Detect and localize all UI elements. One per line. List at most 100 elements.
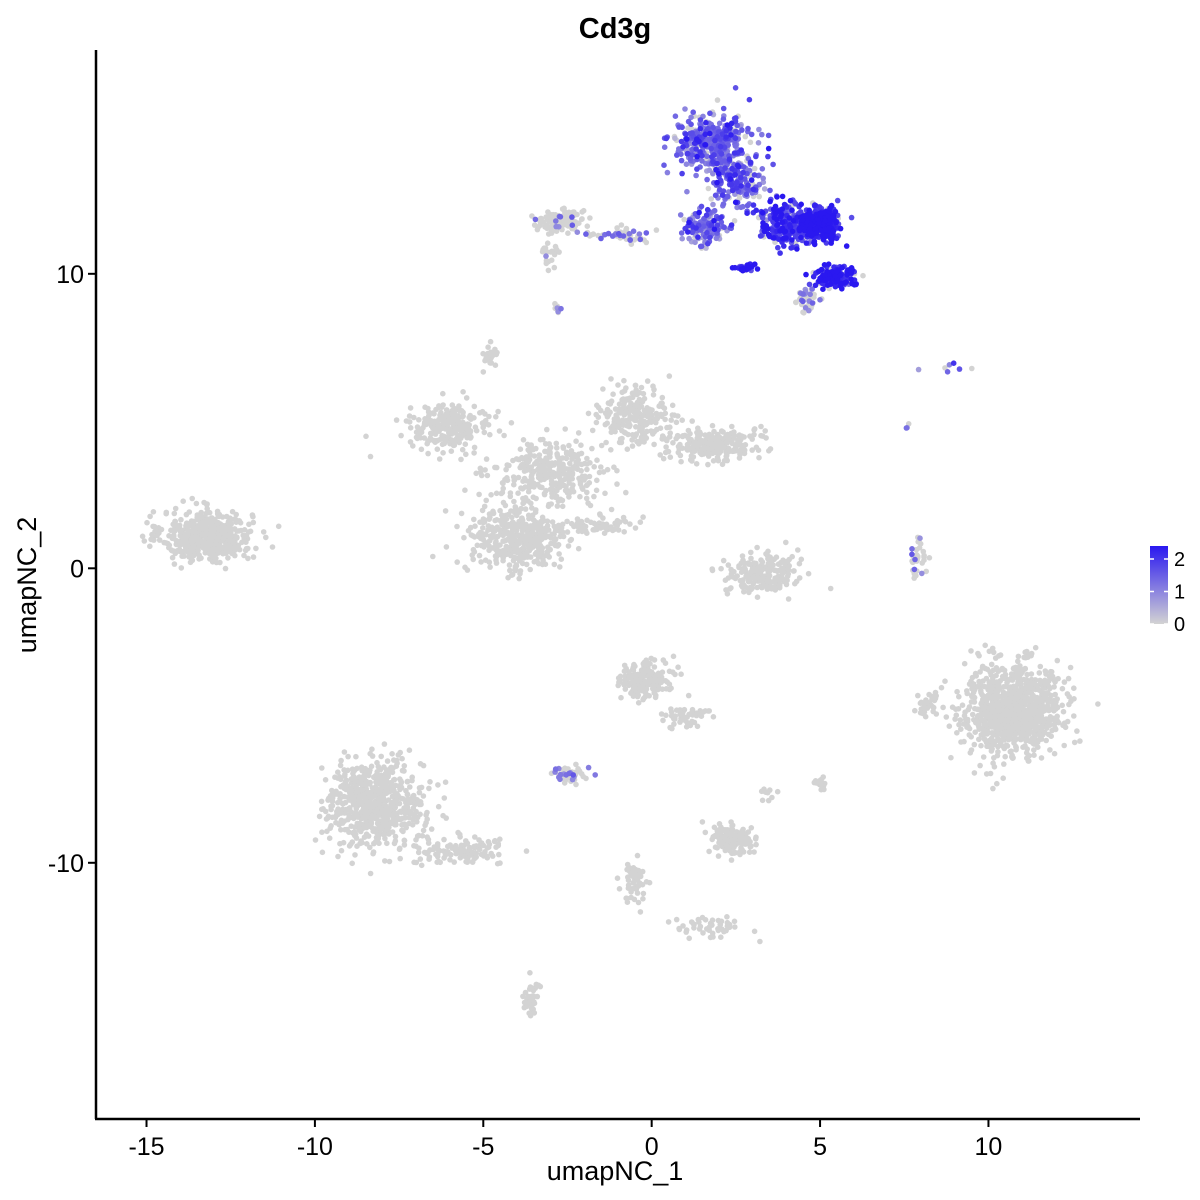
data-point (694, 723, 701, 730)
data-point (369, 825, 376, 831)
data-point (1003, 729, 1010, 736)
data-point (478, 851, 485, 858)
data-point (338, 847, 345, 854)
data-points (139, 85, 1101, 1019)
data-point (526, 515, 532, 522)
data-point (578, 771, 585, 777)
data-point (598, 407, 604, 414)
data-point (510, 519, 516, 526)
data-point (1004, 743, 1011, 749)
data-point (402, 815, 408, 821)
data-point (343, 806, 349, 813)
data-point (386, 784, 392, 791)
data-point (723, 433, 729, 440)
data-point (593, 411, 599, 418)
data-point (414, 424, 421, 430)
data-point (506, 462, 512, 469)
data-point (1077, 738, 1083, 744)
data-point (367, 870, 374, 877)
data-point (166, 533, 172, 539)
data-point (705, 708, 712, 714)
data-point (619, 417, 626, 424)
data-point (423, 812, 429, 818)
data-point (325, 797, 331, 803)
data-point (361, 814, 367, 820)
data-point (575, 430, 582, 436)
data-point (639, 412, 646, 419)
data-point (978, 742, 984, 749)
data-point (954, 688, 960, 695)
data-point (554, 503, 561, 509)
data-point (546, 441, 552, 447)
data-point (653, 426, 660, 433)
data-point (719, 826, 726, 833)
data-point (459, 446, 466, 453)
data-point (476, 491, 482, 498)
data-point (566, 494, 572, 500)
data-point (754, 544, 760, 551)
data-point (612, 428, 618, 435)
data-point (736, 563, 742, 569)
data-point (561, 208, 568, 215)
data-point (689, 418, 695, 424)
data-point (720, 557, 727, 564)
data-point (989, 645, 996, 652)
data-point (625, 874, 631, 880)
data-point (633, 886, 640, 893)
data-point (369, 746, 375, 752)
data-point (600, 469, 607, 475)
data-point (346, 815, 353, 821)
data-point (472, 523, 478, 529)
data-point (617, 677, 623, 683)
data-point (600, 386, 606, 392)
data-point (408, 811, 415, 817)
data-point (483, 456, 490, 462)
data-point (524, 441, 531, 448)
data-point (773, 554, 780, 560)
data-point (458, 510, 465, 517)
data-point (992, 723, 999, 730)
data-point (765, 555, 771, 562)
data-point (345, 753, 351, 760)
data-point (742, 133, 749, 140)
data-point (968, 747, 975, 753)
data-point (430, 425, 436, 431)
data-point (634, 852, 641, 859)
data-point (363, 831, 370, 837)
data-point (1059, 702, 1065, 709)
data-point (756, 454, 762, 461)
data-point (1004, 723, 1011, 730)
data-point (578, 450, 585, 457)
data-point (980, 696, 986, 703)
data-point (763, 583, 770, 589)
data-point (222, 565, 229, 572)
data-point (424, 420, 431, 426)
data-point (523, 561, 530, 568)
data-point (562, 487, 569, 494)
data-point (1015, 653, 1022, 660)
data-point (467, 435, 474, 441)
data-point (1071, 713, 1077, 719)
data-point (696, 435, 703, 442)
data-point (653, 410, 660, 417)
data-point (615, 382, 621, 388)
data-point (728, 857, 735, 863)
data-point (154, 532, 160, 539)
data-point (1006, 677, 1012, 683)
data-point (969, 711, 976, 718)
data-point (642, 694, 648, 700)
data-point (462, 487, 468, 494)
data-point (380, 795, 387, 801)
data-point (971, 770, 978, 776)
data-point (732, 924, 738, 930)
data-point (580, 207, 587, 214)
data-point (1005, 718, 1011, 724)
data-point (319, 765, 325, 771)
data-point (178, 565, 185, 571)
data-point (545, 267, 552, 274)
data-point (440, 812, 446, 819)
data-point (686, 935, 692, 942)
data-point (245, 555, 251, 562)
data-point (178, 516, 184, 523)
data-point (744, 585, 751, 591)
